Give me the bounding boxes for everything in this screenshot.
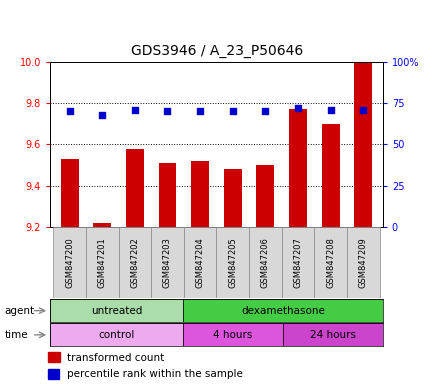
Text: time: time xyxy=(4,330,28,340)
Text: untreated: untreated xyxy=(91,306,142,316)
Text: GSM847205: GSM847205 xyxy=(228,237,237,288)
Text: control: control xyxy=(98,330,135,340)
Bar xyxy=(48,352,60,362)
Point xyxy=(326,107,333,113)
Text: percentile rank within the sample: percentile rank within the sample xyxy=(67,369,243,379)
Bar xyxy=(93,223,111,227)
Bar xyxy=(50,323,183,346)
Text: transformed count: transformed count xyxy=(67,353,164,363)
Bar xyxy=(288,109,306,227)
Text: GSM847200: GSM847200 xyxy=(65,237,74,288)
Bar xyxy=(183,323,283,346)
Point xyxy=(131,107,138,113)
Point xyxy=(196,108,203,114)
Text: GSM847202: GSM847202 xyxy=(130,237,139,288)
Bar xyxy=(184,227,216,298)
Text: GSM847201: GSM847201 xyxy=(98,237,106,288)
Bar xyxy=(216,227,249,298)
Bar xyxy=(353,62,372,227)
Text: GSM847209: GSM847209 xyxy=(358,237,367,288)
Text: GSM847204: GSM847204 xyxy=(195,237,204,288)
Bar xyxy=(346,227,379,298)
Bar xyxy=(151,227,184,298)
Bar xyxy=(50,299,183,322)
Bar xyxy=(191,161,209,227)
Bar xyxy=(48,369,59,379)
Bar xyxy=(223,169,241,227)
Bar xyxy=(283,323,382,346)
Bar xyxy=(125,149,144,227)
Point xyxy=(294,105,301,111)
Bar xyxy=(321,124,339,227)
Text: GSM847207: GSM847207 xyxy=(293,237,302,288)
Bar xyxy=(158,163,176,227)
Bar xyxy=(256,165,274,227)
Bar xyxy=(281,227,314,298)
Bar xyxy=(314,227,346,298)
Point xyxy=(99,112,105,118)
Bar xyxy=(86,227,118,298)
Text: agent: agent xyxy=(4,306,34,316)
Point xyxy=(229,108,236,114)
Text: GDS3946 / A_23_P50646: GDS3946 / A_23_P50646 xyxy=(131,44,303,58)
Bar xyxy=(183,299,382,322)
Point xyxy=(164,108,171,114)
Bar xyxy=(118,227,151,298)
Text: GSM847208: GSM847208 xyxy=(326,237,334,288)
Point xyxy=(359,107,366,113)
Text: 4 hours: 4 hours xyxy=(213,330,252,340)
Point xyxy=(66,108,73,114)
Text: 24 hours: 24 hours xyxy=(309,330,355,340)
Bar xyxy=(53,227,86,298)
Text: dexamethasone: dexamethasone xyxy=(240,306,324,316)
Point xyxy=(261,108,268,114)
Bar xyxy=(249,227,281,298)
Text: GSM847206: GSM847206 xyxy=(260,237,269,288)
Bar xyxy=(60,159,79,227)
Text: GSM847203: GSM847203 xyxy=(163,237,171,288)
